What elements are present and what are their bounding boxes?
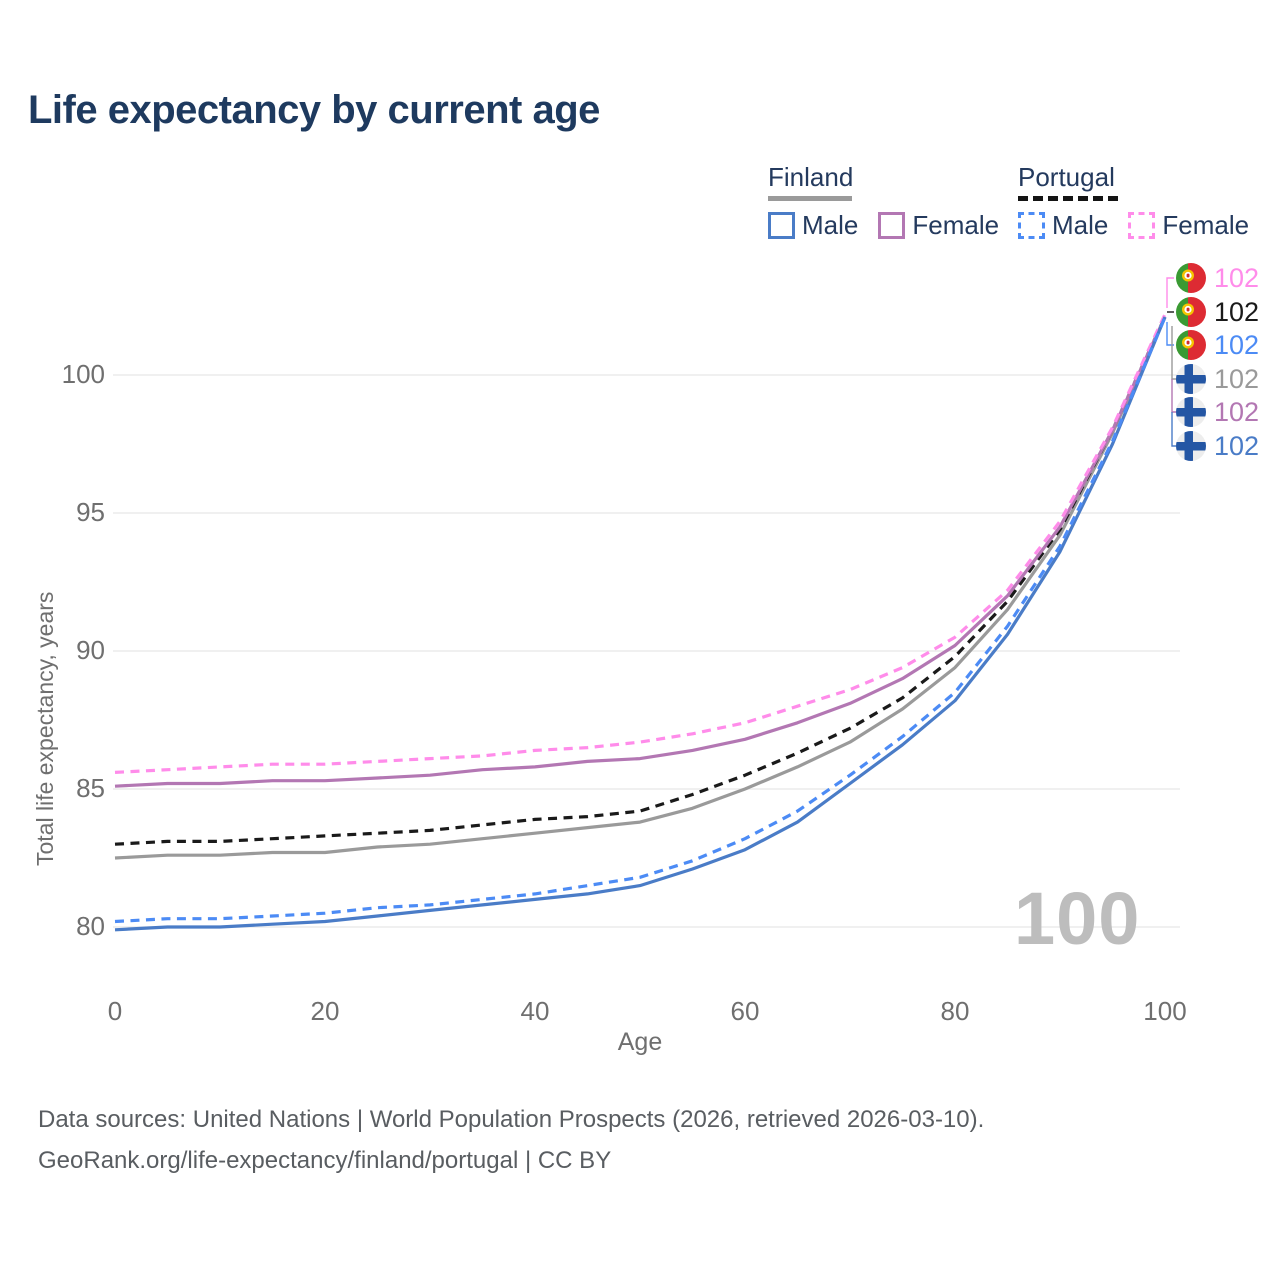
x-tick-label-0: 0 [107, 996, 123, 1026]
portugal-line-style-sample [1018, 196, 1118, 201]
legend-finland-female-label[interactable]: Female [912, 210, 1000, 240]
finland-flag-icon [1176, 364, 1206, 394]
legend-portugal-female-swatch[interactable] [1128, 212, 1156, 239]
end-label-value: 102 [1214, 397, 1260, 427]
end-label-value: 102 [1214, 364, 1260, 394]
legend-portugal-male-swatch[interactable] [1018, 212, 1045, 239]
legend-group-finland: Finland Male Female [768, 162, 999, 241]
hover-age-readout: 100 [1014, 877, 1141, 960]
end-label-value: 102 [1214, 297, 1260, 327]
leader-line-finland-male [1171, 412, 1177, 447]
x-tick-label-80: 80 [940, 996, 970, 1026]
y-tick-label-80: 80 [76, 911, 105, 941]
series-line-finland-total[interactable] [114, 316, 1167, 860]
legend-finland-male-label[interactable]: Male [802, 210, 859, 240]
legend-finland-male-swatch[interactable] [768, 212, 795, 239]
finland-flag-icon [1176, 397, 1206, 427]
series-line-finland-female[interactable] [114, 316, 1167, 788]
end-label-value: 102 [1214, 431, 1260, 461]
legend-portugal-female-label[interactable]: Female [1162, 210, 1250, 240]
legend-portugal-male-label[interactable]: Male [1052, 210, 1109, 240]
legend-finland-header: Finland [768, 162, 854, 192]
y-tick-label-100: 100 [61, 359, 105, 389]
x-axis-title: Age [617, 1028, 663, 1056]
footer-url[interactable]: GeoRank.org/life-expectancy/finland/port… [38, 1147, 612, 1174]
end-label-value: 102 [1214, 330, 1260, 360]
x-tick-label-40: 40 [520, 996, 550, 1026]
portugal-flag-icon [1176, 330, 1206, 360]
finland-flag-icon [1176, 431, 1206, 461]
leader-line-portugal-male [1166, 322, 1174, 346]
legend-group-portugal: Portugal Male Female [1018, 162, 1249, 241]
series-line-finland-male[interactable] [114, 316, 1167, 932]
leader-line-portugal-female [1166, 277, 1174, 308]
series-line-portugal-female[interactable] [114, 313, 1167, 774]
finland-line-style-sample [768, 196, 852, 201]
portugal-flag-icon [1176, 297, 1206, 327]
legend-portugal-header: Portugal [1018, 162, 1115, 192]
x-tick-label-100: 100 [1143, 996, 1187, 1026]
x-tick-label-20: 20 [310, 996, 340, 1026]
chart-title: Life expectancy by current age [28, 88, 600, 132]
series-line-portugal-total[interactable] [114, 316, 1167, 846]
x-tick-label-60: 60 [730, 996, 760, 1026]
footer-data-sources: Data sources: United Nations | World Pop… [38, 1106, 985, 1133]
y-tick-label-90: 90 [76, 635, 105, 665]
y-tick-label-95: 95 [76, 497, 105, 527]
series-line-portugal-male[interactable] [114, 316, 1167, 924]
y-tick-label-85: 85 [76, 773, 105, 803]
end-label-value: 102 [1214, 263, 1260, 293]
legend-finland-female-swatch[interactable] [878, 212, 906, 239]
portugal-flag-icon [1176, 263, 1206, 293]
